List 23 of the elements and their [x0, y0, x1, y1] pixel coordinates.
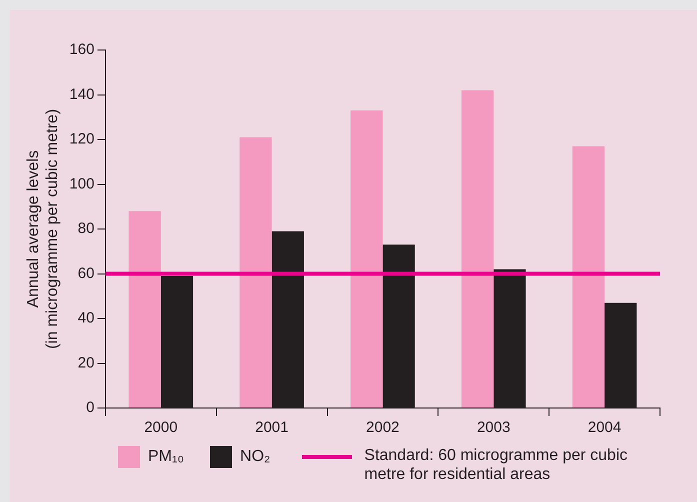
- x-tick-label: 2000: [144, 419, 178, 436]
- y-axis-title: Annual average levels (in microgramme per cubic metre): [25, 108, 62, 350]
- y-tick-label: 100: [69, 175, 94, 192]
- legend-label: PM₁₀: [148, 448, 184, 466]
- y-tick-label: 120: [69, 130, 94, 148]
- legend-label: NO₂: [240, 448, 270, 466]
- bar: [350, 110, 383, 408]
- bar: [461, 90, 494, 408]
- legend-label: Standard: 60 microgramme per cubic metre for residential areas: [364, 446, 628, 484]
- x-tick-label: 2004: [588, 419, 622, 436]
- x-tick-label: 2003: [476, 419, 510, 436]
- y-tick-label: 40: [78, 310, 94, 327]
- y-tick-label: 80: [78, 220, 94, 238]
- bar: [128, 211, 161, 408]
- y-tick-label: 60: [78, 264, 94, 282]
- bar: [240, 137, 272, 408]
- y-tick-label: 20: [78, 354, 94, 372]
- y-tick-label: 140: [69, 86, 94, 103]
- x-tick-label: 2002: [366, 419, 400, 436]
- bar: [572, 146, 605, 408]
- y-tick-label: 0: [86, 399, 94, 416]
- y-tick-label: 160: [69, 41, 94, 58]
- x-tick-label: 2001: [255, 419, 288, 436]
